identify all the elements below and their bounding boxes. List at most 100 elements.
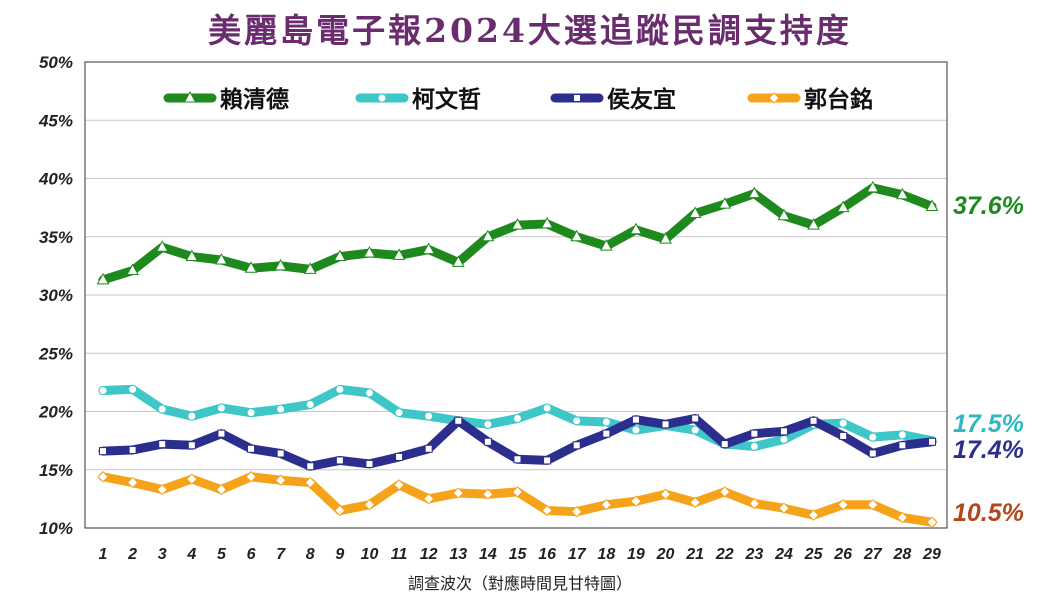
- x-axis-label: 調查波次（對應時間見甘特圖）: [408, 574, 632, 593]
- y-tick-label: 35%: [39, 228, 73, 247]
- data-point: [96, 272, 110, 285]
- data-point: [896, 511, 909, 524]
- series-1: [96, 180, 939, 285]
- data-point: [601, 417, 611, 427]
- end-value-label: 17.4%: [953, 436, 1024, 464]
- x-tick-label: 14: [479, 546, 497, 563]
- x-tick-label: 7: [276, 546, 286, 563]
- data-point: [451, 255, 465, 267]
- data-point: [245, 471, 257, 483]
- x-tick-label: 12: [420, 546, 438, 563]
- data-point: [896, 187, 909, 200]
- data-point: [748, 497, 761, 510]
- data-point: [511, 486, 524, 498]
- legend-label: 賴清德: [220, 86, 289, 113]
- data-point: [836, 200, 850, 213]
- data-point: [513, 413, 522, 423]
- y-tick-label: 15%: [39, 461, 73, 480]
- data-point: [424, 411, 434, 421]
- x-tick-label: 28: [892, 546, 911, 563]
- data-point: [303, 262, 317, 274]
- data-point: [691, 414, 700, 423]
- data-point: [454, 416, 463, 425]
- data-point: [158, 440, 167, 449]
- x-tick-label: 20: [656, 546, 675, 563]
- x-tick-label: 22: [715, 546, 734, 563]
- series-3: [98, 413, 937, 471]
- y-tick-label: 30%: [39, 286, 73, 305]
- x-tick-label: 9: [335, 546, 344, 563]
- legend-item-3: 侯友宜: [550, 86, 676, 113]
- data-point: [217, 429, 226, 438]
- x-tick-label: 1: [99, 546, 108, 563]
- data-point: [777, 208, 791, 221]
- x-tick-label: 8: [306, 546, 315, 563]
- data-point: [481, 229, 495, 242]
- x-tick-label: 15: [509, 546, 528, 563]
- data-point: [898, 441, 907, 450]
- data-point: [600, 498, 613, 511]
- legend-label: 侯友宜: [607, 86, 676, 113]
- data-point: [215, 483, 228, 496]
- data-point: [540, 216, 554, 229]
- data-point: [511, 218, 524, 230]
- data-point: [483, 419, 493, 429]
- data-point: [807, 509, 820, 521]
- data-point: [156, 483, 168, 496]
- data-point: [866, 180, 880, 193]
- data-point: [807, 218, 820, 230]
- data-point: [99, 447, 107, 456]
- data-point: [483, 437, 492, 446]
- data-point: [335, 456, 344, 465]
- x-tick-label: 3: [158, 546, 167, 563]
- y-tick-label: 45%: [38, 111, 73, 130]
- data-point: [868, 449, 877, 458]
- y-tick-label: 40%: [38, 170, 73, 189]
- y-tick-label: 10%: [39, 519, 73, 538]
- data-point: [157, 404, 167, 414]
- y-tick-label: 50%: [39, 53, 73, 72]
- x-tick-label: 4: [186, 546, 196, 563]
- y-tick-label: 20%: [38, 403, 73, 422]
- data-point: [424, 444, 433, 453]
- data-point: [513, 455, 522, 464]
- legend: 賴清德 柯文哲 侯友宜 郭台銘: [163, 86, 873, 113]
- x-tick-label: 16: [538, 546, 556, 563]
- data-point: [422, 493, 435, 505]
- data-point: [187, 411, 197, 421]
- plot-frame: [84, 61, 948, 529]
- x-tick-label: 5: [217, 546, 227, 563]
- data-point: [306, 462, 315, 471]
- data-point: [925, 199, 939, 211]
- data-point: [98, 386, 108, 396]
- data-point: [926, 516, 938, 528]
- x-tick-label: 21: [685, 546, 704, 563]
- data-point: [247, 444, 256, 453]
- data-point: [571, 505, 583, 518]
- y-tick-label: 25%: [38, 344, 73, 363]
- data-point: [155, 240, 169, 252]
- data-point: [244, 261, 258, 273]
- data-point: [393, 479, 405, 491]
- x-tick-label: 10: [361, 546, 379, 563]
- x-tick-label: 17: [568, 546, 587, 563]
- data-point: [928, 437, 936, 446]
- data-point: [333, 249, 347, 262]
- data-point: [126, 476, 139, 489]
- x-tick-label: 26: [833, 546, 852, 563]
- legend-marker: [377, 93, 387, 103]
- data-point: [838, 418, 848, 428]
- end-value-label: 17.5%: [953, 410, 1024, 438]
- series-line: [98, 472, 937, 527]
- data-point: [659, 488, 672, 500]
- data-point: [274, 258, 287, 271]
- data-point: [482, 488, 494, 500]
- data-point: [718, 197, 732, 209]
- data-point: [305, 400, 315, 410]
- x-tick-label: 13: [449, 546, 467, 563]
- x-tick-label: 11: [391, 546, 408, 563]
- data-point: [749, 441, 759, 451]
- x-tick-label: 19: [627, 546, 645, 563]
- data-point: [215, 253, 228, 265]
- data-point: [897, 430, 907, 440]
